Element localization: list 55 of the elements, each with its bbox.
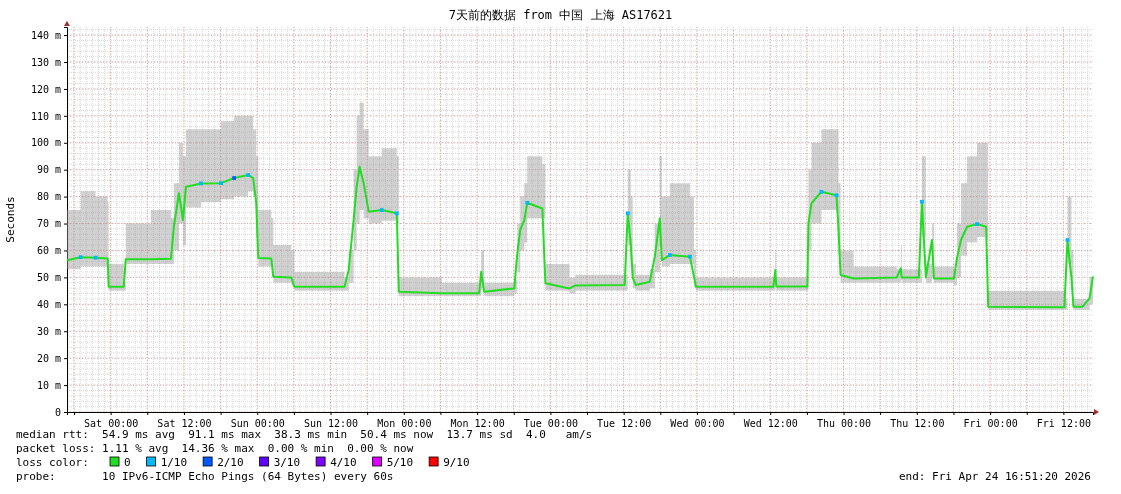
y-tick-label: 130 m: [30, 56, 61, 68]
point: [232, 176, 236, 180]
line-series: [66, 165, 1094, 309]
y-tick-label: 120 m: [30, 83, 61, 95]
y-tick-label: 140 m: [30, 29, 61, 41]
text: packet loss: 1.11 % avg 14.36 % max 0.00 % min 0.00 % now: [16, 442, 414, 455]
x-tick-label: Wed 00:00: [670, 418, 725, 429]
chart-title: 7天前的数据 from 中国 上海 AS17621: [448, 8, 673, 22]
y-tick-label: 90 m: [36, 164, 61, 176]
y-tick-label: 110 m: [30, 110, 61, 122]
x-tick-label: Tue 12:00: [597, 418, 652, 429]
x-tick-label: Thu 12:00: [890, 418, 945, 429]
text: median rtt: 54.9 ms avg 91.1 ms max 38.3 ms min 50.4 ms now 13.7 ms sd 4.0 am/s: [16, 428, 593, 441]
text: end: Fri Apr 24 16:51:20 2026: [898, 470, 1091, 483]
x-tick-label: Sat 00:00: [84, 418, 139, 429]
y-tick-label: 100 m: [30, 137, 61, 149]
legend-label: 9/10: [443, 456, 470, 469]
y-tick-label: 40 m: [36, 299, 61, 311]
text: probe: 10 IPv6-ICMP Echo Pings (64 Bytes) every 60s: [16, 470, 394, 483]
x-tick-label: Fri 12:00: [1036, 418, 1091, 429]
x-tick-label: Mon 12:00: [450, 418, 505, 429]
y-tick-label: 70 m: [36, 218, 61, 230]
x-tick-label: Sat 12:00: [157, 418, 212, 429]
legend-label: 4/10: [330, 456, 357, 469]
legend-label: 0: [124, 456, 131, 469]
point: [219, 181, 223, 186]
y-tick-label: 50 m: [36, 272, 61, 284]
x-tick-label: Sun 12:00: [303, 418, 359, 429]
x-tick-label: Fri 00:00: [963, 418, 1018, 429]
point: [246, 173, 251, 177]
point: [379, 208, 384, 212]
y-tick-label: 60 m: [36, 245, 61, 257]
x-tick-label: Thu 00:00: [816, 418, 872, 429]
y-tick-label: 30 m: [36, 325, 61, 337]
legend-label: 5/10: [386, 456, 414, 469]
point: [394, 211, 399, 216]
y-axis-title: Seconds: [4, 196, 17, 243]
y-tick-label: 10 m: [36, 379, 61, 391]
y-tick-label: 20 m: [36, 352, 61, 364]
legend-label: 2/10: [217, 456, 244, 469]
legend-title: loss color:: [16, 456, 89, 469]
y-tick-label: 80 m: [36, 191, 61, 203]
legend-label: 3/10: [273, 456, 301, 469]
point: [920, 199, 924, 204]
x-tick-label: Tue 00:00: [523, 418, 578, 429]
x-tick-label: Mon 00:00: [377, 418, 432, 429]
point: [975, 222, 979, 226]
point: [625, 211, 630, 216]
y-tick-label: 0: [54, 406, 61, 418]
x-tick-label: Wed 12:00: [743, 418, 798, 429]
legend-label: 1/10: [160, 456, 188, 469]
point: [688, 254, 692, 259]
point: [525, 200, 530, 205]
x-tick-label: Sun 00:00: [230, 418, 285, 429]
point: [668, 253, 672, 257]
